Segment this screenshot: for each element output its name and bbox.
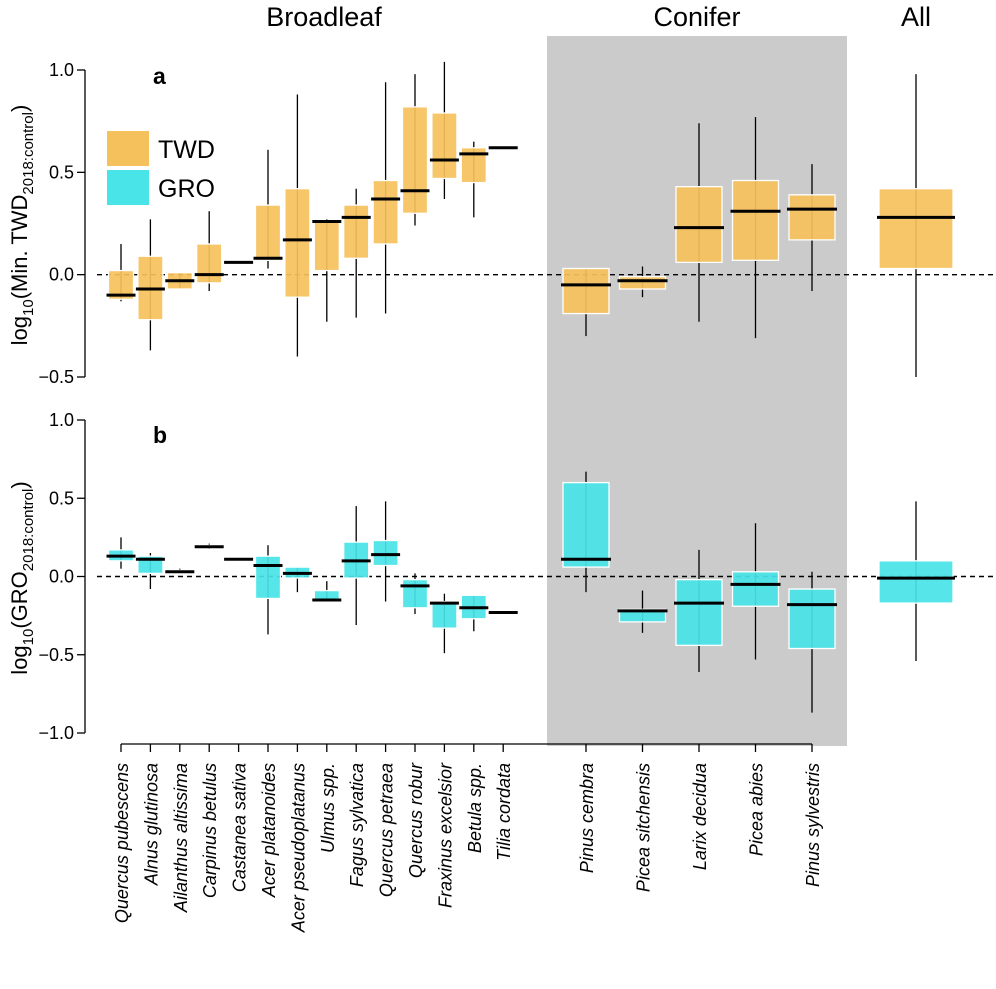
legend-swatch-gro (107, 170, 149, 205)
panel-a-y-tick-label-0: −0.5 (38, 367, 74, 387)
x-tick-label-11: Quercus robur (406, 762, 426, 878)
x-tick-label-13: Betula spp. (465, 763, 485, 853)
panel-b-box-17-box (675, 578, 723, 647)
panel-label-b: b (153, 422, 167, 448)
panel-a-box-12-box (431, 112, 458, 180)
panel-b-box-19-box (788, 588, 836, 650)
panel-a-box-7-box (284, 188, 311, 298)
panel-a-box-20-box (878, 188, 954, 270)
x-tick-label-17: Larix decidua (690, 763, 710, 870)
x-tick-label-14: Tilia cordata (494, 763, 514, 861)
x-tick-label-19: Pinus sylvestris (803, 763, 823, 887)
y-axis-label-a: log10(Min. TWD2018:control) (7, 105, 37, 346)
panel-a-box-10-box (372, 179, 399, 245)
x-tick-label-2: Alnus glutinosa (141, 763, 161, 886)
x-tick-label-6: Acer platanoides (259, 763, 279, 898)
panel-a-box-8-box (313, 220, 340, 272)
x-tick-label-18: Picea abies (747, 763, 767, 856)
panel-a-y-tick-label-1: 0.0 (49, 265, 74, 285)
panel-a-box-6-box (254, 204, 282, 261)
panel-a-box-15-box (562, 267, 610, 315)
panel-b-box-10-box (372, 539, 399, 567)
panel-b-box-11-box (401, 578, 429, 609)
panel-b-y-tick-label-0: −1.0 (38, 723, 74, 743)
panel-b-box-6-box (254, 555, 282, 600)
panel-a-box-4-box (196, 243, 223, 284)
x-tick-label-7: Acer pseudoplatanus (288, 763, 308, 933)
panel-a-box-11-box (401, 106, 429, 214)
panel-a-y-tick-label-3: 1.0 (49, 60, 74, 80)
legend-swatch-twd (107, 131, 149, 166)
x-tick-label-9: Fagus sylvatica (347, 763, 367, 887)
panel-b-y-tick-label-1: −0.5 (38, 645, 74, 665)
panel-b-y-tick-label-2: 0.0 (49, 567, 74, 587)
x-tick-label-8: Ulmus spp. (318, 763, 338, 853)
panel-b-y-tick-label-4: 1.0 (49, 410, 74, 430)
panel-b-box-12-box (431, 600, 458, 629)
legend-label-gro: GRO (158, 175, 215, 203)
panel-a-box-9-box (343, 204, 370, 259)
panel-b-box-16-box (618, 608, 667, 623)
legend-label-twd: TWD (158, 136, 215, 164)
panel-b-box-18-box (731, 571, 780, 607)
panel-a-box-17-box (675, 186, 723, 264)
x-tick-label-15: Pinus cembra (577, 763, 597, 873)
group-header-all: All (901, 2, 931, 32)
panel-b-y-tick-label-3: 0.5 (49, 488, 74, 508)
panel-b-box-20-box (878, 560, 954, 604)
group-header-broadleaf: Broadleaf (266, 2, 382, 32)
panel-b-box-15-box (562, 481, 610, 568)
group-header-conifer: Conifer (653, 2, 740, 32)
x-tick-label-16: Picea sitchensis (634, 763, 654, 892)
panel-a-box-19-box (788, 194, 836, 241)
x-tick-label-12: Fraxinus excelsior (435, 762, 455, 908)
panel-a-box-16-box (618, 276, 667, 290)
x-tick-label-1: Quercus pubescens (112, 763, 132, 923)
y-axis-label-b: log10(GRO2018:control) (7, 481, 37, 674)
panel-a-y-tick-label-2: 0.5 (49, 162, 74, 182)
x-tick-label-4: Carpinus betulus (200, 763, 220, 898)
panel-a-box-18-box (731, 179, 780, 261)
panel-label-a: a (153, 63, 166, 89)
x-tick-label-5: Castanea sativa (230, 763, 250, 892)
panel-b-box-8-box (313, 589, 340, 603)
x-tick-label-10: Quercus petraea (377, 763, 397, 897)
x-tick-label-3: Ailanthus altissima (171, 763, 191, 913)
